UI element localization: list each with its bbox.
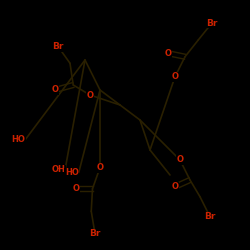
Text: O: O [172,182,178,191]
Text: O: O [52,86,59,94]
Text: Br: Br [89,229,101,238]
Text: HO: HO [65,168,79,177]
Text: Br: Br [204,212,216,221]
Text: O: O [176,156,184,164]
Text: O: O [172,72,178,81]
Text: HO: HO [11,136,25,144]
Text: O: O [165,49,172,58]
Text: O: O [86,90,94,100]
Text: O: O [96,163,103,172]
Text: O: O [73,184,80,193]
Text: OH: OH [51,166,65,174]
Text: Br: Br [52,42,64,51]
Text: Br: Br [206,19,218,28]
